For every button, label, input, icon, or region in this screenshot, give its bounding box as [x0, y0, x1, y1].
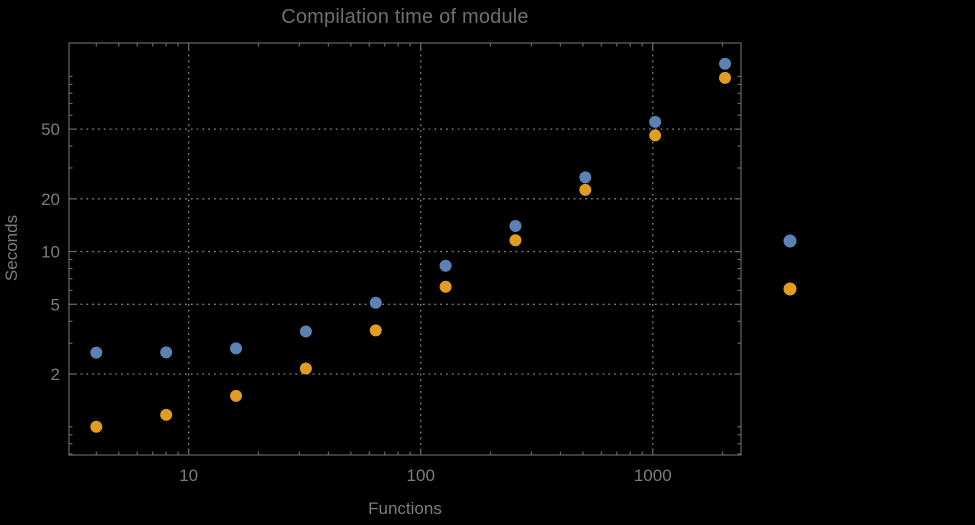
x-axis-label: Functions — [368, 499, 442, 518]
data-point-series-1-x256 — [509, 219, 522, 232]
data-point-series-1-x2048 — [719, 57, 732, 70]
x-tick-label-1000: 1000 — [634, 466, 672, 485]
y-axis-label: Seconds — [2, 214, 21, 282]
data-point-series-2-x32 — [299, 362, 312, 375]
data-point-series-2-x8 — [160, 408, 173, 421]
data-point-series-1-x4 — [90, 346, 103, 359]
y-tick-label-5: 5 — [51, 295, 60, 314]
data-point-series-1-x64 — [369, 296, 382, 309]
plot-frame — [68, 42, 742, 456]
data-point-series-2-x2048 — [719, 71, 732, 84]
legend-marker-series-2 — [783, 282, 797, 296]
data-point-series-2-x128 — [439, 280, 452, 293]
x-tick-label-100: 100 — [407, 466, 435, 485]
y-tick-label-50: 50 — [41, 120, 60, 139]
data-point-series-1-x128 — [439, 259, 452, 272]
x-tick-label-10: 10 — [179, 466, 198, 485]
legend-marker-series-1 — [783, 234, 797, 248]
data-point-series-2-x4 — [90, 420, 103, 433]
data-point-series-2-x256 — [509, 234, 522, 247]
data-point-series-2-x64 — [369, 324, 382, 337]
y-tick-label-10: 10 — [41, 243, 60, 262]
data-point-series-2-x512 — [579, 183, 592, 196]
data-point-series-1-x1024 — [649, 115, 662, 128]
data-point-series-1-x32 — [299, 325, 312, 338]
data-point-series-2-x16 — [230, 389, 243, 402]
data-point-series-1-x16 — [230, 342, 243, 355]
y-tick-label-2: 2 — [51, 365, 60, 384]
data-point-series-2-x1024 — [649, 129, 662, 142]
y-tick-label-20: 20 — [41, 190, 60, 209]
plot-title: Compilation time of module — [281, 6, 529, 28]
data-point-series-1-x512 — [579, 171, 592, 184]
data-point-series-1-x8 — [160, 346, 173, 359]
